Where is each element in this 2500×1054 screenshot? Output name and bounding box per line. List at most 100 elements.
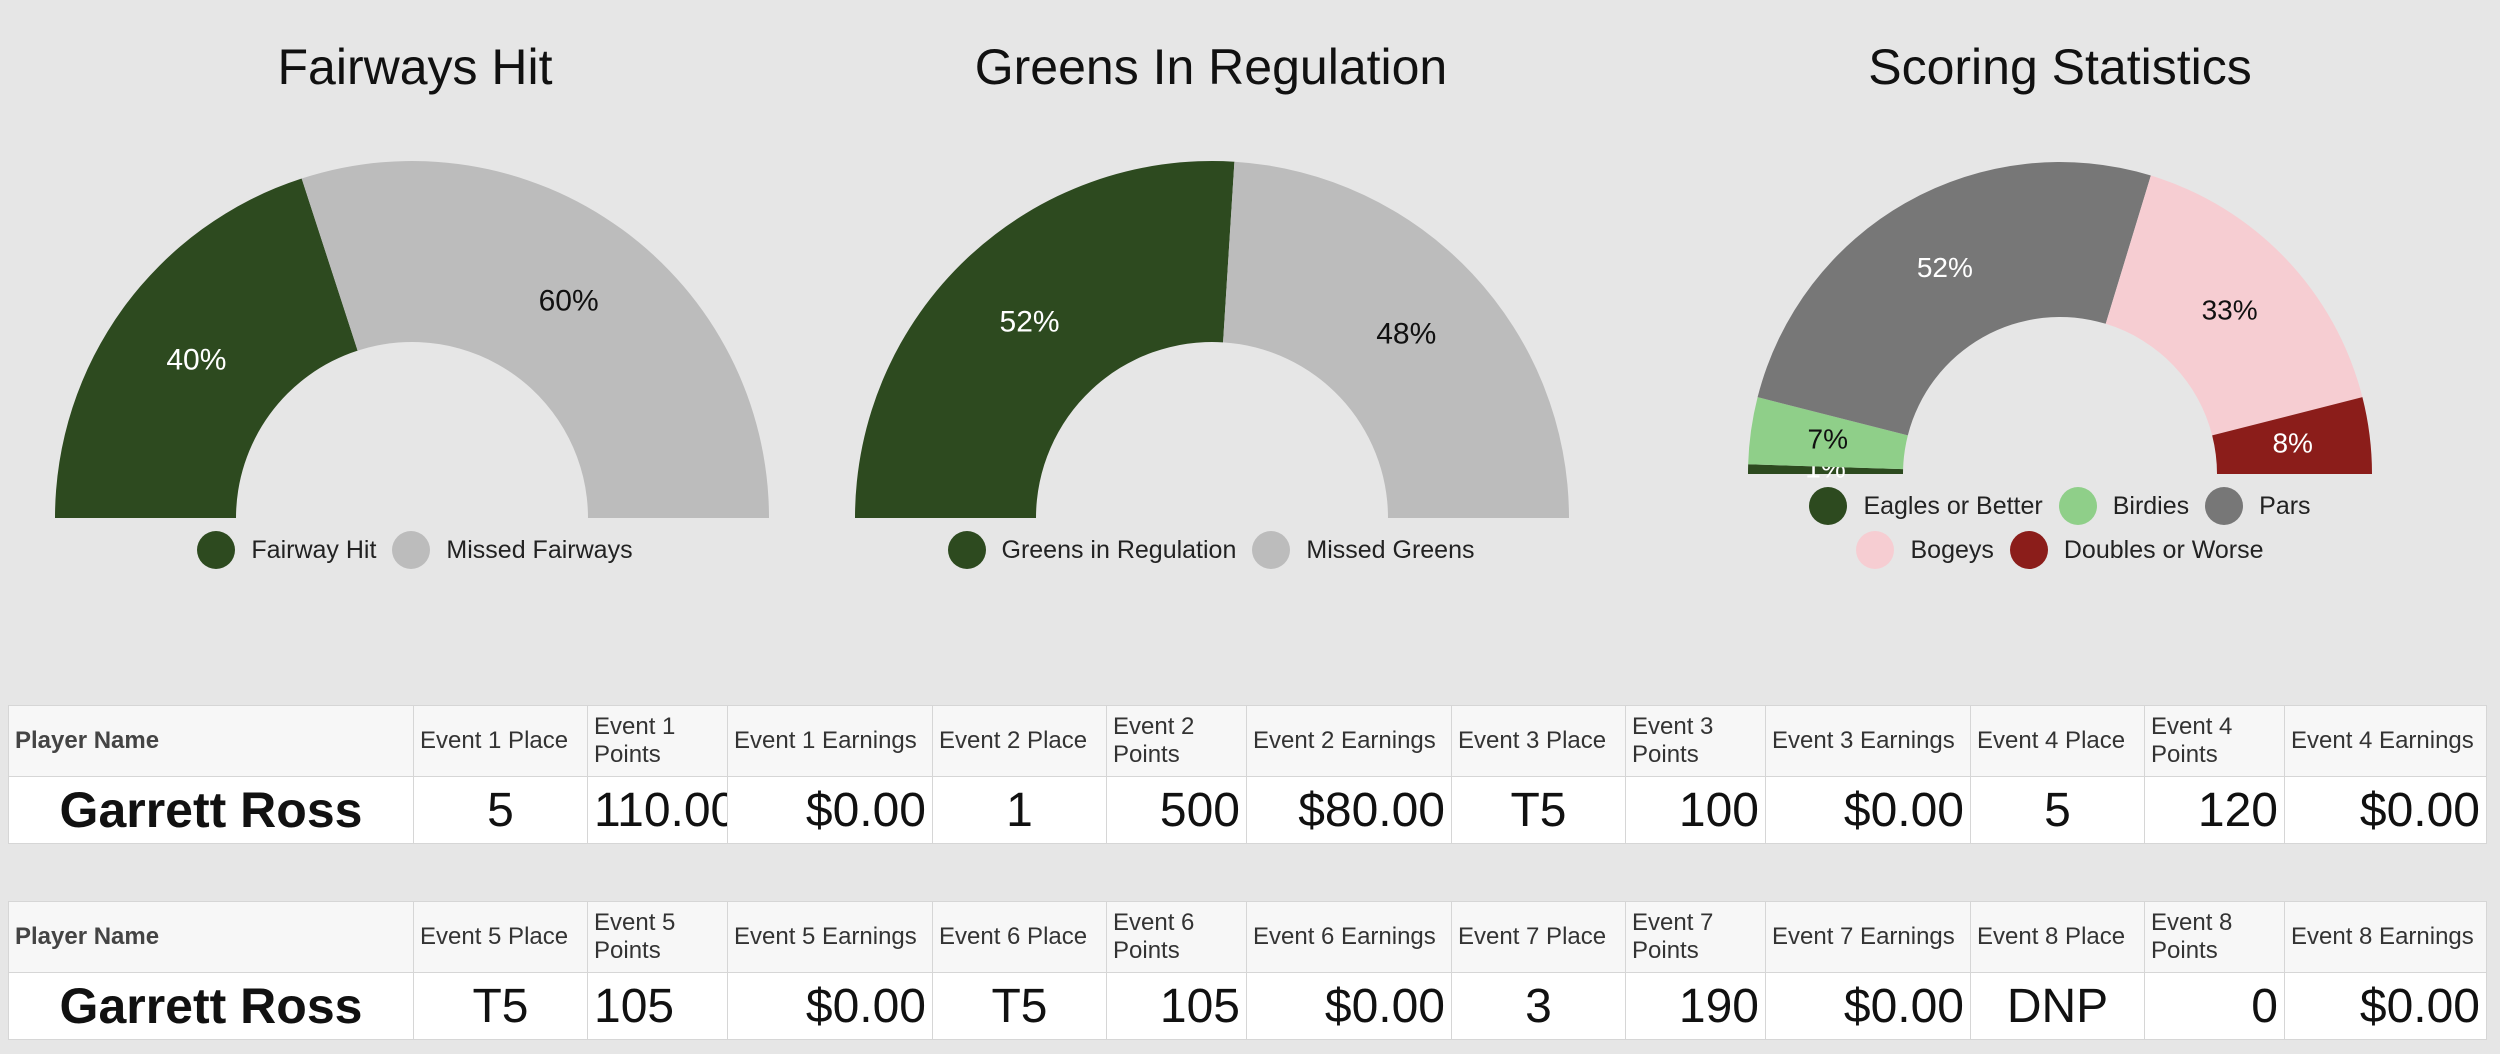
column-header: Event 7 Points <box>1625 901 1766 973</box>
legend-label: Greens in Regulation <box>1001 535 1237 564</box>
column-header: Event 6 Place <box>932 901 1107 973</box>
table-cell: 500 <box>1106 776 1247 844</box>
slice-eagles-or-better <box>1748 464 1904 474</box>
slice-missed-greens <box>1223 161 1569 518</box>
legend-label: Birdies <box>2112 491 2190 520</box>
column-header: Event 1 Place <box>413 705 588 777</box>
legend-label: Pars <box>2259 491 2311 520</box>
chart-greens-in-regulation: Greens In Regulation 52% 48% Greens in Re… <box>816 0 1606 600</box>
legend-item[interactable]: Pars <box>2205 484 2311 528</box>
column-header: Event 5 Place <box>413 901 588 973</box>
legend-item[interactable]: Missed Fairways <box>392 528 633 572</box>
table-cell: 5 <box>1970 776 2145 844</box>
table-cell: T5 <box>413 972 588 1040</box>
column-header: Player Name <box>8 705 414 777</box>
legend-item[interactable]: Fairway Hit <box>197 528 376 572</box>
table-header-row: Player Name Event 1 Place Event 1 Points Ev… <box>8 705 2487 777</box>
legend-label: Doubles or Worse <box>2063 535 2264 564</box>
column-header: Event 6 Earnings <box>1246 901 1452 973</box>
legend-label: Fairway Hit <box>251 535 377 564</box>
slice-label: 40% <box>166 343 226 376</box>
legend-swatch-icon <box>2009 531 2048 569</box>
slice-doubles-or-worse <box>2212 397 2372 474</box>
chart-title: Scoring Statistics <box>1868 39 2252 95</box>
column-header: Event 1 Points <box>587 705 728 777</box>
slice-label: 60% <box>539 284 599 317</box>
legend-item[interactable]: Doubles or Worse <box>2009 528 2264 572</box>
legend-item[interactable]: Missed Greens <box>1252 528 1475 572</box>
legend-swatch-icon <box>947 531 986 569</box>
column-header: Event 8 Place <box>1970 901 2145 973</box>
column-header: Event 1 Earnings <box>727 705 933 777</box>
column-header: Event 2 Points <box>1106 705 1247 777</box>
chart-legend: Greens in Regulation Missed Greens <box>816 528 1606 572</box>
legend-swatch-icon <box>1809 487 1848 525</box>
table-cell: 190 <box>1625 972 1766 1040</box>
legend-label: Missed Fairways <box>446 535 633 564</box>
table-cell: 105 <box>1106 972 1247 1040</box>
gauge-chart: 40% 60% <box>55 161 769 518</box>
table-cell: $0.00 <box>1246 972 1452 1040</box>
slice-label: 52% <box>1000 306 1060 339</box>
column-header: Event 8 Earnings <box>2284 901 2487 973</box>
gauge-chart: 1%7%52%33%8% <box>1748 162 2372 484</box>
column-header: Event 5 Earnings <box>727 901 933 973</box>
column-header: Player Name <box>8 901 414 973</box>
column-header: Event 8 Points <box>2144 901 2285 973</box>
table-cell: 100 <box>1625 776 1766 844</box>
slice-fairway-hit <box>55 178 358 518</box>
legend-item[interactable]: Bogeys <box>1856 528 1994 572</box>
table-cell: $0.00 <box>727 776 933 844</box>
legend-swatch-icon <box>392 531 431 569</box>
column-header: Event 4 Earnings <box>2284 705 2487 777</box>
results-table-events-5-8: Player Name Event 5 Place Event 5 Points Ev… <box>8 901 2487 1040</box>
column-header: Event 4 Points <box>2144 705 2285 777</box>
slice-label: 8% <box>2272 427 2312 458</box>
column-header: Event 6 Points <box>1106 901 1247 973</box>
chart-fairways-hit: Fairways Hit 40% 60% Fairway Hit Missed Fa… <box>20 0 810 600</box>
table-cell: 110.00 <box>587 776 728 844</box>
legend-item[interactable]: Greens in Regulation <box>947 528 1237 572</box>
chart-legend: Fairway Hit Missed Fairways <box>20 528 810 572</box>
table-header-row: Player Name Event 5 Place Event 5 Points Ev… <box>8 901 2487 973</box>
slice-bogeys <box>2105 175 2363 436</box>
column-header: Event 7 Earnings <box>1765 901 1971 973</box>
column-header: Event 2 Place <box>932 705 1107 777</box>
table-cell: 1 <box>932 776 1107 844</box>
slice-missed-fairways <box>301 161 769 518</box>
gauge-chart: 52% 48% <box>855 160 1569 519</box>
legend-swatch-icon <box>2058 487 2097 525</box>
chart-scoring-statistics: Scoring Statistics 1% 7% 52% 33% 8% Eagles o… <box>1665 0 2455 600</box>
slice-label: 7% <box>1808 424 1848 455</box>
column-header: Event 3 Earnings <box>1765 705 1971 777</box>
chart-title: Fairways Hit <box>277 39 553 95</box>
table-cell: $0.00 <box>727 972 933 1040</box>
slice-pars <box>1757 162 2151 436</box>
table-cell: 120 <box>2144 776 2285 844</box>
table-cell: T5 <box>1451 776 1626 844</box>
slice-birdies <box>1748 397 1908 470</box>
column-header: Event 5 Points <box>587 901 728 973</box>
chart-title: Greens In Regulation <box>974 39 1448 95</box>
table-cell: 0 <box>2144 972 2285 1040</box>
table-cell: 5 <box>413 776 588 844</box>
table-row: Garrett Ross T5 105 $0.00 T5 105 $0.00 3 190 $0.0… <box>8 972 2487 1040</box>
legend-swatch-icon <box>1252 531 1291 569</box>
column-header: Event 4 Place <box>1970 705 2145 777</box>
legend-item[interactable]: Birdies <box>2058 484 2190 528</box>
table-cell: $80.00 <box>1246 776 1452 844</box>
table-cell: $0.00 <box>2284 972 2487 1040</box>
legend-item[interactable]: Eagles or Better <box>1809 484 2043 528</box>
player-name-cell: Garrett Ross <box>8 972 414 1040</box>
legend-swatch-icon <box>197 531 236 569</box>
table-cell: 3 <box>1451 972 1626 1040</box>
legend-swatch-icon <box>2205 487 2244 525</box>
column-header: Event 2 Earnings <box>1246 705 1452 777</box>
column-header: Event 3 Place <box>1451 705 1626 777</box>
slice-label: 33% <box>2202 294 2258 325</box>
slice-label: 52% <box>1917 252 1973 283</box>
column-header: Event 3 Points <box>1625 705 1766 777</box>
legend-label: Eagles or Better <box>1863 491 2043 520</box>
legend-label: Bogeys <box>1910 535 1994 564</box>
legend-label: Missed Greens <box>1306 535 1475 564</box>
